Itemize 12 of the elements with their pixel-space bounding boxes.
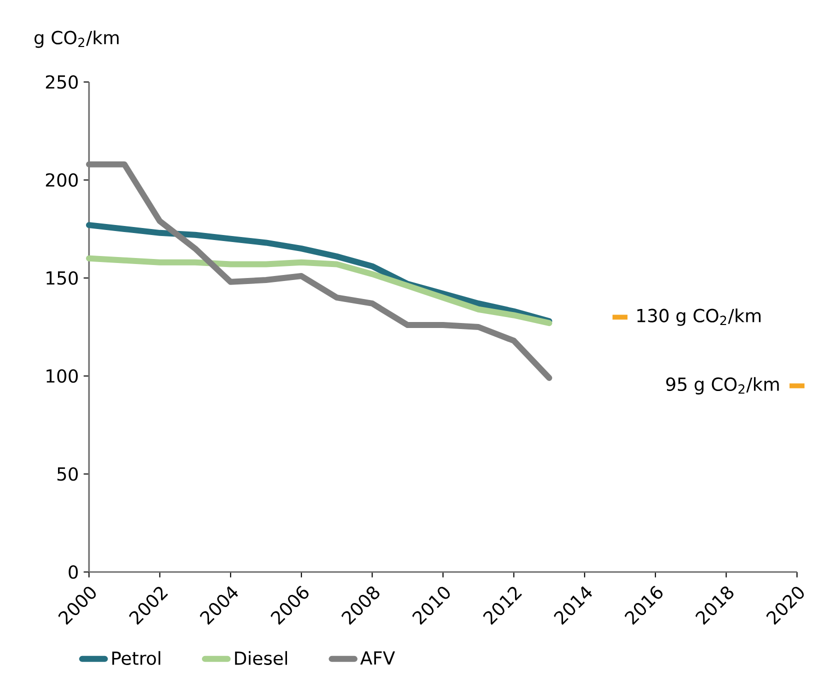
annotation: 95 g CO$_{2}$/km: [666, 377, 779, 395]
y-tick-label: 100: [46, 369, 78, 383]
y-tick-label: 150: [46, 271, 78, 285]
y-tick-label: 50: [57, 467, 78, 481]
legend-label: Diesel: [235, 651, 288, 666]
y-tick-label: 200: [46, 173, 78, 187]
y-axis-title: g CO$_{2}$/km: [34, 30, 119, 48]
y-tick-label: 0: [68, 565, 78, 579]
y-tick-label: 250: [46, 75, 78, 89]
legend-label: Petrol: [112, 651, 160, 666]
legend-label: AFV: [360, 651, 395, 664]
annotation: 130 g CO$_{2}$/km: [637, 308, 761, 326]
